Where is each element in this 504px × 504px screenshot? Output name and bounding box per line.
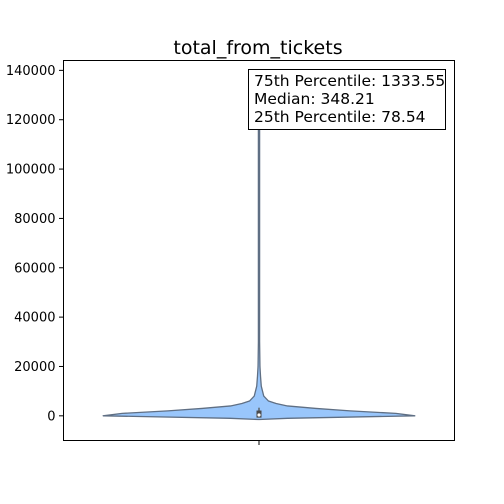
y-tick-label: 60000 bbox=[14, 261, 55, 276]
chart-title: total_from_tickets bbox=[173, 37, 342, 59]
y-tick-label: 20000 bbox=[14, 360, 55, 375]
annotation-box: 75th Percentile: 1333.55 Median: 348.21 … bbox=[248, 69, 446, 130]
y-tick-label: 40000 bbox=[14, 311, 55, 326]
annotation-q3: 75th Percentile: 1333.55 bbox=[254, 72, 445, 90]
y-axis: 0 20000 40000 60000 80000 100000 120000 140000 bbox=[6, 64, 64, 424]
y-tick-label: 120000 bbox=[6, 113, 56, 128]
y-tick-label: 0 bbox=[47, 409, 55, 424]
median-point bbox=[257, 413, 261, 417]
y-tick-label: 140000 bbox=[6, 64, 56, 79]
y-tick-label: 100000 bbox=[6, 163, 56, 178]
violin-body bbox=[102, 124, 416, 421]
violin-plot bbox=[102, 124, 416, 421]
y-tick-label: 80000 bbox=[14, 212, 55, 227]
annotation-q1: 25th Percentile: 78.54 bbox=[254, 108, 426, 126]
annotation-median: Median: 348.21 bbox=[254, 90, 375, 108]
